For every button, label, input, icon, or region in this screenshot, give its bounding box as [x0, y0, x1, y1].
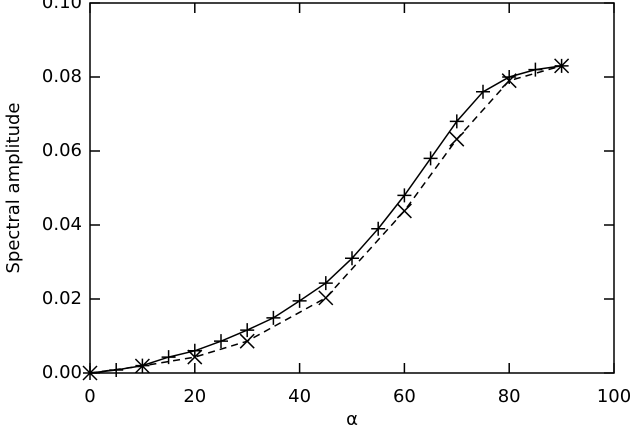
y-tick-label: 0.00	[42, 362, 82, 383]
series-line	[89, 65, 562, 374]
marker	[214, 334, 228, 349]
marker	[134, 358, 150, 374]
marker	[292, 293, 307, 308]
marker	[82, 365, 98, 381]
marker	[240, 323, 255, 338]
marker	[528, 62, 543, 77]
marker	[371, 221, 386, 236]
x-tick-label: 60	[393, 386, 416, 407]
y-tick-label: 0.02	[42, 288, 82, 309]
marker	[476, 84, 490, 99]
marker	[554, 58, 570, 74]
y-tick-label: 0.06	[42, 140, 82, 161]
marker	[397, 188, 412, 203]
marker	[266, 310, 281, 325]
y-tick-label: 0.04	[42, 214, 82, 235]
x-tick-label: 40	[288, 386, 311, 407]
y-tick-label: 0.10	[42, 0, 82, 13]
marker	[501, 73, 517, 89]
marker	[449, 131, 465, 147]
series-line	[89, 65, 562, 374]
x-tick-label: 0	[84, 386, 95, 407]
x-axis-label: α	[346, 409, 358, 430]
y-tick-label: 0.08	[42, 66, 82, 87]
marker	[187, 349, 203, 365]
x-tick-label: 80	[498, 386, 521, 407]
x-tick-label: 20	[183, 386, 206, 407]
marker	[239, 333, 255, 349]
y-axis-label: Spectral amplitude	[3, 103, 24, 274]
plot-frame	[89, 2, 615, 374]
x-tick-label: 100	[597, 386, 631, 407]
marker	[396, 203, 412, 219]
marker	[161, 350, 176, 365]
marker	[423, 151, 438, 166]
marker	[502, 70, 517, 84]
marker	[187, 343, 202, 358]
marker	[345, 251, 359, 266]
marker	[318, 290, 334, 306]
marker	[318, 276, 333, 291]
marker	[449, 114, 464, 129]
